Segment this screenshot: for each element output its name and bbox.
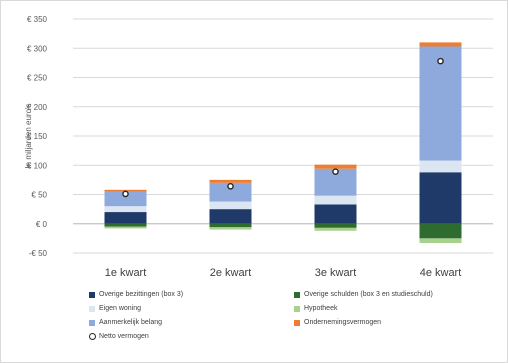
net-worth-marker [437, 57, 444, 65]
legend-item: Overige bezittingen (box 3) [89, 291, 183, 298]
legend-label: Ondernemingsvermogen [304, 319, 382, 326]
y-tick-label: € 50 [31, 191, 47, 200]
y-tick-label: € 150 [27, 132, 48, 141]
bar-segment [419, 172, 462, 224]
bar-segment [314, 227, 357, 231]
legend-label: Overige schulden (box 3 en studieschuld) [304, 291, 433, 298]
bar-segment [104, 226, 147, 229]
y-axis-label: In miljarden euro's [24, 103, 33, 168]
x-category-label: 4e kwart [420, 267, 462, 279]
net-worth-marker [122, 190, 129, 198]
bar-segment [419, 223, 462, 239]
bar-segment [209, 182, 252, 202]
bar-segment [314, 204, 357, 224]
legend-item: Hypotheek [294, 305, 337, 312]
bar-segment [209, 223, 252, 228]
legend-label: Aanmerkelijk belang [99, 319, 163, 326]
y-tick-label: € 300 [27, 44, 48, 53]
bar-segment [419, 42, 462, 47]
y-tick-label: € 250 [27, 74, 48, 83]
legend-label: Eigen woning [99, 305, 142, 312]
legend-item: Ondernemingsvermogen [294, 319, 381, 326]
bar-segment [104, 212, 147, 224]
bar-segment [209, 201, 252, 210]
legend-swatch [89, 319, 95, 326]
x-category-label: 1e kwart [105, 267, 147, 279]
bar-segment [314, 223, 357, 228]
bar-segment [419, 160, 462, 173]
net-worth-marker [332, 168, 339, 175]
legend-label: Overige bezittingen (box 3) [99, 291, 184, 298]
bar-segment [314, 195, 357, 205]
legend-item: Aanmerkelijk belang [89, 319, 162, 326]
legend-swatch [294, 291, 300, 298]
bar-segment [314, 164, 357, 169]
bar-segment [104, 206, 147, 213]
y-tick-label: -€ 50 [29, 249, 48, 258]
bar-segment [419, 46, 462, 161]
y-tick-label: € 350 [27, 15, 48, 24]
bar-segment [209, 179, 252, 183]
legend-item: Netto vermogen [89, 333, 149, 340]
bar-segment [104, 191, 147, 207]
y-tick-label: € 200 [27, 103, 48, 112]
legend-item: Overige schulden (box 3 en studieschuld) [294, 291, 433, 298]
legend-label: Hypotheek [304, 305, 338, 312]
legend-swatch [89, 291, 95, 298]
bar-segment [104, 223, 147, 227]
stacked-bar-chart: -€ 50 € 0 € 50 € 100 € 150 € 200 € 250 € 300 € 3… [24, 15, 493, 279]
net-worth-marker [227, 183, 234, 190]
bar-segment [209, 209, 252, 224]
x-category-label: 3e kwart [315, 267, 357, 279]
y-tick-label: € 100 [27, 161, 48, 170]
bar-segment [209, 227, 252, 230]
legend-label: Netto vermogen [99, 333, 149, 340]
legend-swatch [294, 319, 300, 326]
legend-item: Eigen woning [89, 305, 141, 312]
legend-swatch [89, 333, 96, 340]
legend-swatch [89, 305, 95, 312]
y-tick-label: € 0 [36, 220, 48, 229]
legend-swatch [294, 305, 300, 312]
bar-segment [419, 238, 462, 244]
x-category-label: 2e kwart [210, 267, 252, 279]
